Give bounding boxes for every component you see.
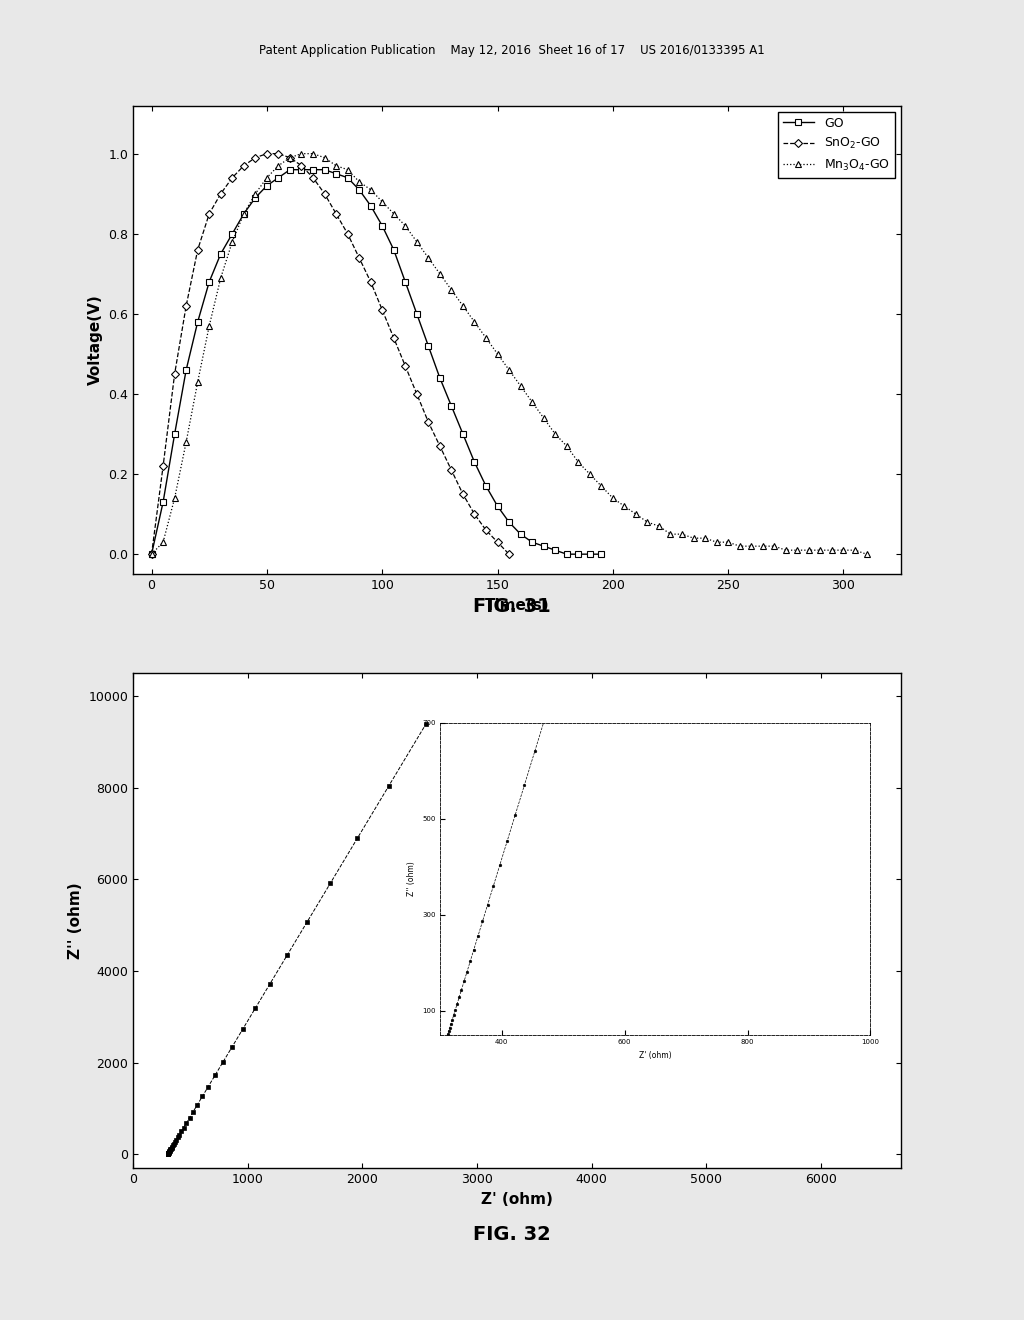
GO	[284, 162, 296, 178]
GO	[353, 182, 366, 198]
SnO$_2$-GO	[365, 275, 377, 290]
Y-axis label: Voltage(V): Voltage(V)	[88, 294, 102, 385]
GO	[399, 275, 412, 290]
GO	[480, 478, 493, 494]
Y-axis label: Z'' (ohm): Z'' (ohm)	[68, 882, 83, 960]
X-axis label: Z' (ohm): Z' (ohm)	[639, 1051, 672, 1060]
GO	[145, 546, 158, 562]
GO	[238, 206, 250, 222]
GO	[388, 242, 400, 257]
SnO$_2$-GO	[261, 145, 273, 161]
GO	[457, 426, 469, 442]
GO	[169, 426, 181, 442]
Mn$_3$O$_4$-GO	[860, 546, 872, 562]
GO	[503, 515, 515, 531]
Mn$_3$O$_4$-GO	[653, 519, 666, 535]
GO	[538, 539, 550, 554]
GO	[365, 198, 377, 214]
SnO$_2$-GO	[157, 458, 169, 474]
GO	[318, 162, 331, 178]
GO	[514, 527, 526, 543]
SnO$_2$-GO	[295, 158, 307, 174]
GO	[411, 306, 423, 322]
GO	[191, 314, 204, 330]
Mn$_3$O$_4$-GO	[514, 378, 526, 393]
GO	[526, 535, 539, 550]
SnO$_2$-GO	[422, 414, 434, 430]
SnO$_2$-GO	[203, 206, 215, 222]
GO	[341, 170, 353, 186]
Y-axis label: Z'' (ohm): Z'' (ohm)	[408, 861, 417, 896]
GO	[295, 162, 307, 178]
SnO$_2$-GO	[480, 523, 493, 539]
GO	[468, 454, 480, 470]
Line: GO: GO	[148, 166, 604, 557]
GO	[261, 178, 273, 194]
SnO$_2$-GO	[341, 226, 353, 242]
GO	[226, 226, 239, 242]
GO	[215, 246, 227, 261]
GO	[272, 170, 285, 186]
GO	[249, 190, 261, 206]
SnO$_2$-GO	[249, 149, 261, 165]
SnO$_2$-GO	[169, 366, 181, 381]
SnO$_2$-GO	[411, 385, 423, 401]
SnO$_2$-GO	[468, 506, 480, 521]
SnO$_2$-GO	[272, 145, 285, 161]
GO	[422, 338, 434, 354]
Mn$_3$O$_4$-GO	[849, 543, 861, 558]
GO	[203, 275, 215, 290]
GO	[434, 370, 446, 385]
Mn$_3$O$_4$-GO	[492, 346, 504, 362]
SnO$_2$-GO	[284, 149, 296, 165]
Mn$_3$O$_4$-GO	[353, 174, 366, 190]
SnO$_2$-GO	[226, 170, 239, 186]
GO	[572, 546, 585, 562]
SnO$_2$-GO	[307, 170, 319, 186]
SnO$_2$-GO	[353, 249, 366, 265]
X-axis label: Time(s): Time(s)	[484, 598, 550, 612]
SnO$_2$-GO	[180, 298, 193, 314]
Line: Mn$_3$O$_4$-GO: Mn$_3$O$_4$-GO	[148, 150, 869, 557]
Legend: GO, SnO$_2$-GO, Mn$_3$O$_4$-GO: GO, SnO$_2$-GO, Mn$_3$O$_4$-GO	[777, 112, 895, 178]
GO	[560, 546, 572, 562]
SnO$_2$-GO	[238, 158, 250, 174]
GO	[492, 498, 504, 513]
Text: FIG. 32: FIG. 32	[473, 1225, 551, 1243]
Text: FIG. 31: FIG. 31	[473, 597, 551, 615]
SnO$_2$-GO	[191, 242, 204, 257]
GO	[307, 162, 319, 178]
Mn$_3$O$_4$-GO	[145, 546, 158, 562]
SnO$_2$-GO	[399, 358, 412, 374]
GO	[330, 166, 342, 182]
Mn$_3$O$_4$-GO	[376, 194, 388, 210]
SnO$_2$-GO	[492, 535, 504, 550]
GO	[180, 362, 193, 378]
SnO$_2$-GO	[457, 486, 469, 502]
SnO$_2$-GO	[318, 186, 331, 202]
GO	[376, 218, 388, 234]
SnO$_2$-GO	[503, 546, 515, 562]
GO	[584, 546, 596, 562]
GO	[549, 543, 561, 558]
SnO$_2$-GO	[388, 330, 400, 346]
Line: SnO$_2$-GO: SnO$_2$-GO	[148, 150, 512, 557]
SnO$_2$-GO	[215, 186, 227, 202]
SnO$_2$-GO	[330, 206, 342, 222]
Mn$_3$O$_4$-GO	[295, 145, 307, 161]
GO	[157, 494, 169, 510]
X-axis label: Z' (ohm): Z' (ohm)	[481, 1192, 553, 1206]
SnO$_2$-GO	[376, 302, 388, 318]
SnO$_2$-GO	[145, 546, 158, 562]
SnO$_2$-GO	[434, 438, 446, 454]
GO	[595, 546, 607, 562]
GO	[445, 399, 458, 414]
Text: Patent Application Publication    May 12, 2016  Sheet 16 of 17    US 2016/013339: Patent Application Publication May 12, 2…	[259, 44, 765, 57]
SnO$_2$-GO	[445, 462, 458, 478]
